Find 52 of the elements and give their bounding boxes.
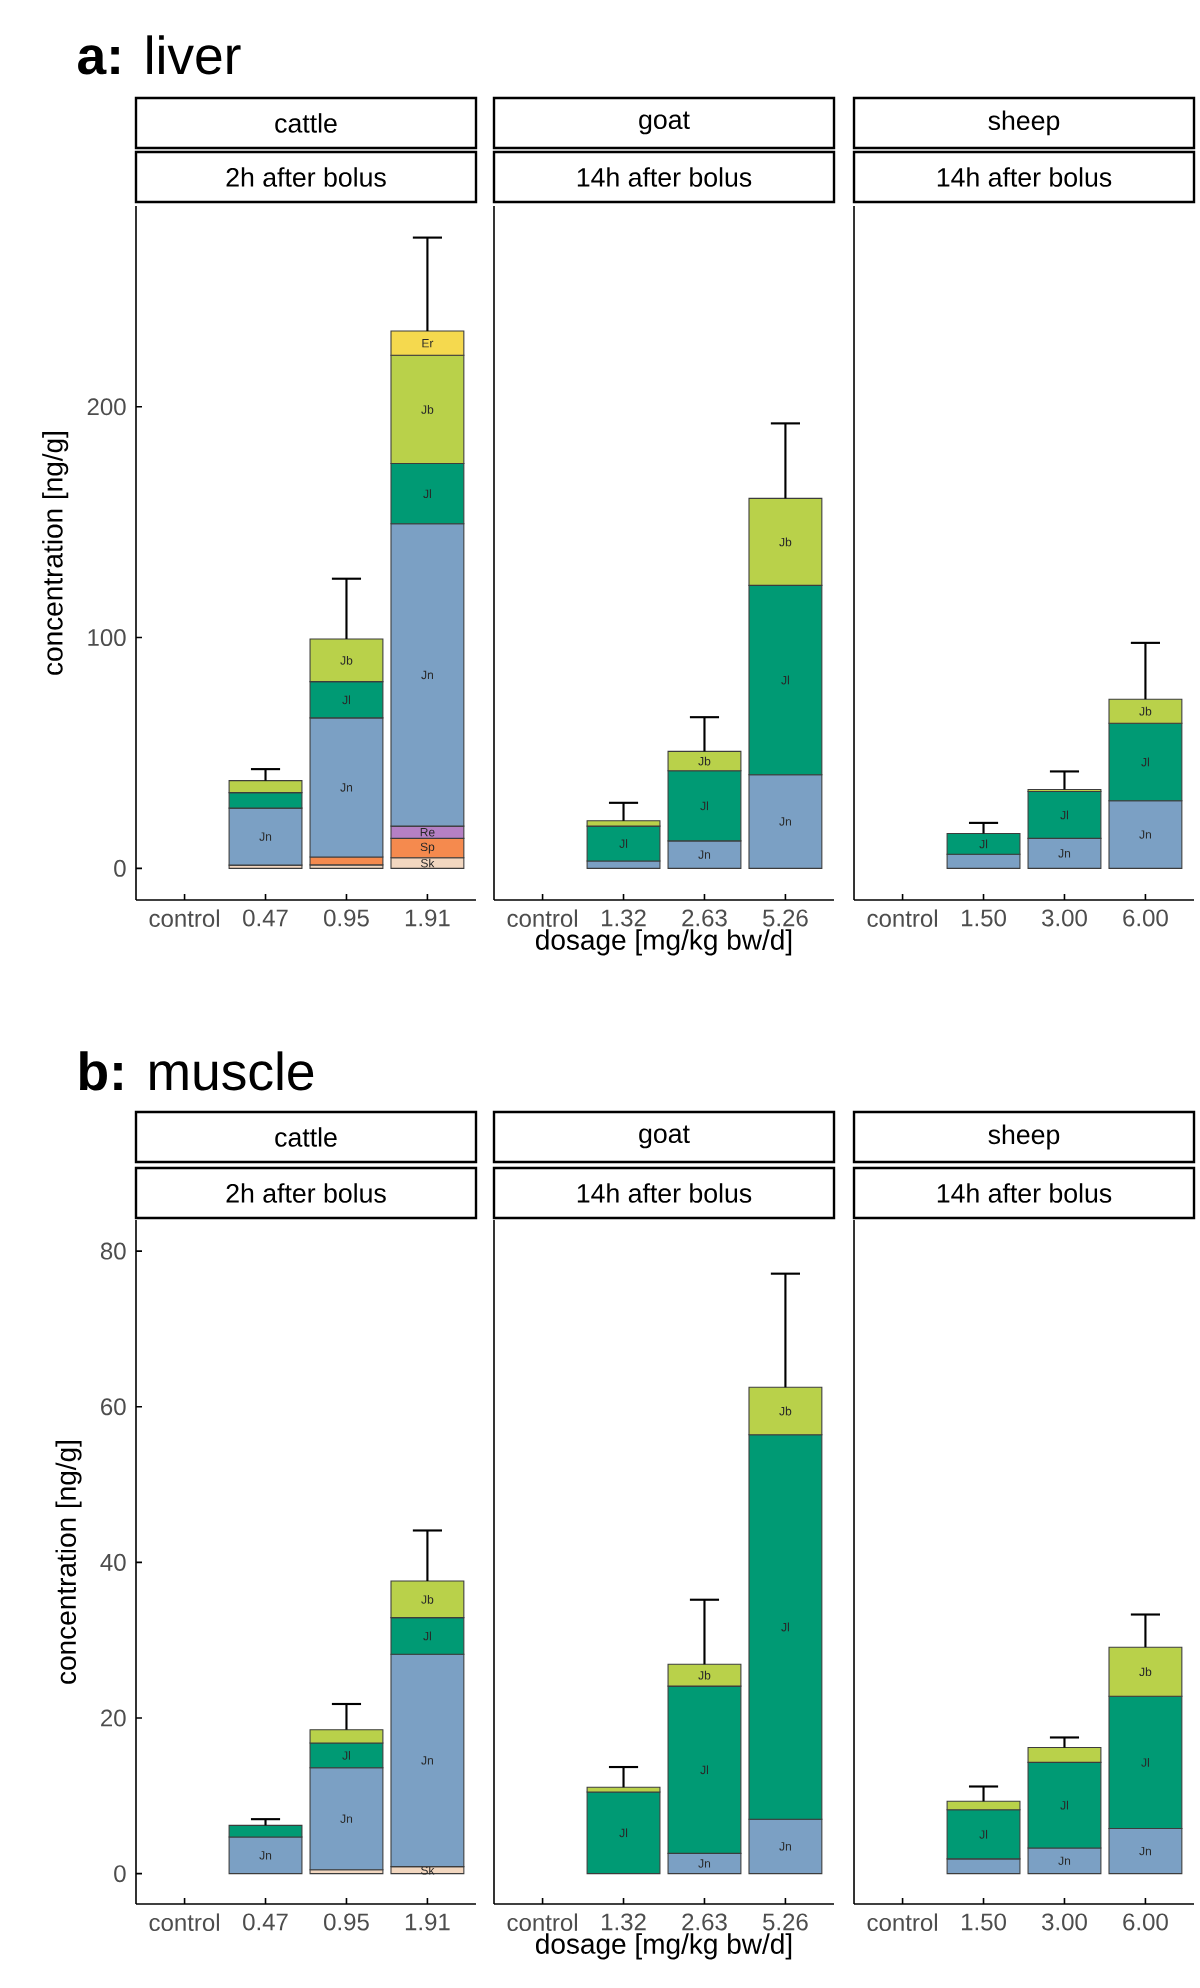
x-tick-label: 0.95: [324, 1913, 369, 1931]
x-tick-label: 1.50: [962, 1913, 1006, 1931]
chart-subtitle: 14h after bolus: [577, 167, 752, 187]
x-tick-label: 1.91: [405, 909, 450, 927]
y-axis-title: concentration [ng/g]: [55, 1441, 82, 1684]
x-axis-title: dosage [mg/kg bw/d]: [535, 929, 792, 956]
x-tick-label: 5.26: [763, 909, 808, 927]
chart-subtitle: 14h after bolus: [937, 167, 1112, 187]
x-tick-label: 3.00: [1042, 1913, 1087, 1931]
x-tick-label: 1.50: [962, 909, 1006, 927]
y-tick-label: 60: [101, 1398, 126, 1416]
x-tick-label: control: [867, 909, 937, 928]
x-tick-label: control: [507, 909, 577, 928]
x-tick-label: 1.91: [405, 1913, 450, 1931]
y-tick-label: 0: [114, 1865, 126, 1883]
y-tick-label: 40: [100, 1553, 126, 1571]
chart-subtitle: 14h after bolus: [937, 1183, 1112, 1203]
x-tick-label: 6.00: [1123, 909, 1168, 927]
x-tick-label: control: [149, 1913, 219, 1932]
x-tick-label: 1.32: [602, 909, 646, 927]
bar: [586, 1791, 661, 1875]
y-axis-title: concentration [ng/g]: [42, 432, 69, 675]
x-tick-label: 5.26: [763, 1913, 808, 1931]
x-tick-label: 2.63: [682, 909, 727, 927]
x-tick-label: 2.63: [682, 1913, 727, 1931]
x-tick-label: 0.47: [243, 909, 288, 927]
chart-title: goat: [639, 1125, 690, 1149]
y-tick-label: 100: [88, 629, 126, 647]
x-tick-label: 1.32: [602, 1913, 646, 1931]
x-tick-label: control: [867, 1913, 937, 1932]
chart-subtitle: 14h after bolus: [577, 1183, 752, 1203]
text: a: liver: [78, 35, 241, 75]
x-tick-label: 0.47: [243, 1913, 288, 1931]
bar: [586, 825, 661, 862]
chart-title: cattle: [275, 1127, 337, 1147]
chart-subtitle: 2h after bolus: [226, 167, 386, 187]
x-tick-label: 0.95: [324, 909, 369, 927]
y-tick-label: 80: [100, 1242, 126, 1260]
y-tick-label: 20: [101, 1709, 126, 1727]
chart-title: sheep: [988, 110, 1060, 136]
text: b: muscle: [80, 1051, 314, 1091]
x-axis-title: dosage [mg/kg bw/d]: [535, 1933, 792, 1960]
y-tick-label: 0: [114, 859, 126, 877]
chart-title: goat: [639, 111, 690, 135]
x-tick-label: 3.00: [1042, 909, 1087, 927]
x-tick-label: control: [149, 909, 219, 928]
x-tick-label: 6.00: [1123, 1913, 1168, 1931]
x-tick-label: control: [507, 1913, 577, 1932]
chart-title: sheep: [988, 1124, 1060, 1150]
y-tick-label: 200: [87, 398, 126, 416]
chart-title: cattle: [275, 113, 337, 133]
chart-subtitle: 2h after bolus: [226, 1183, 386, 1203]
